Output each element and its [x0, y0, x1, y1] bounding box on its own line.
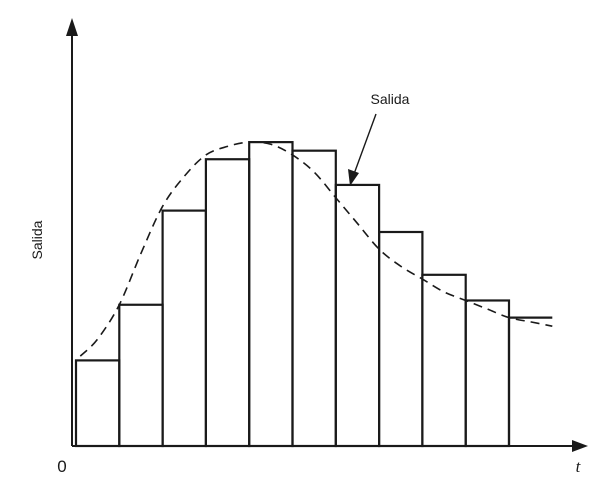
step-bar [291, 149, 337, 448]
step-bar [507, 316, 553, 446]
bars-group [74, 141, 553, 448]
step-bar [248, 141, 294, 448]
step-bar [421, 273, 467, 448]
dashed-output-curve [79, 141, 553, 357]
annotation-label: Salida [371, 91, 410, 107]
step-bar [378, 230, 424, 448]
annotation-arrowhead [348, 169, 359, 186]
step-bar [204, 158, 251, 448]
step-bar [74, 359, 121, 448]
origin-label: 0 [57, 457, 66, 476]
step-bar [464, 299, 511, 448]
x-axis-arrowhead [572, 440, 588, 452]
annotation-arrow-line [353, 113, 377, 175]
x-axis-label: t [576, 457, 582, 476]
step-bar [161, 209, 208, 448]
y-axis-arrowhead [66, 18, 78, 36]
y-axis-label: Salida [29, 220, 45, 259]
step-bar [118, 303, 164, 448]
